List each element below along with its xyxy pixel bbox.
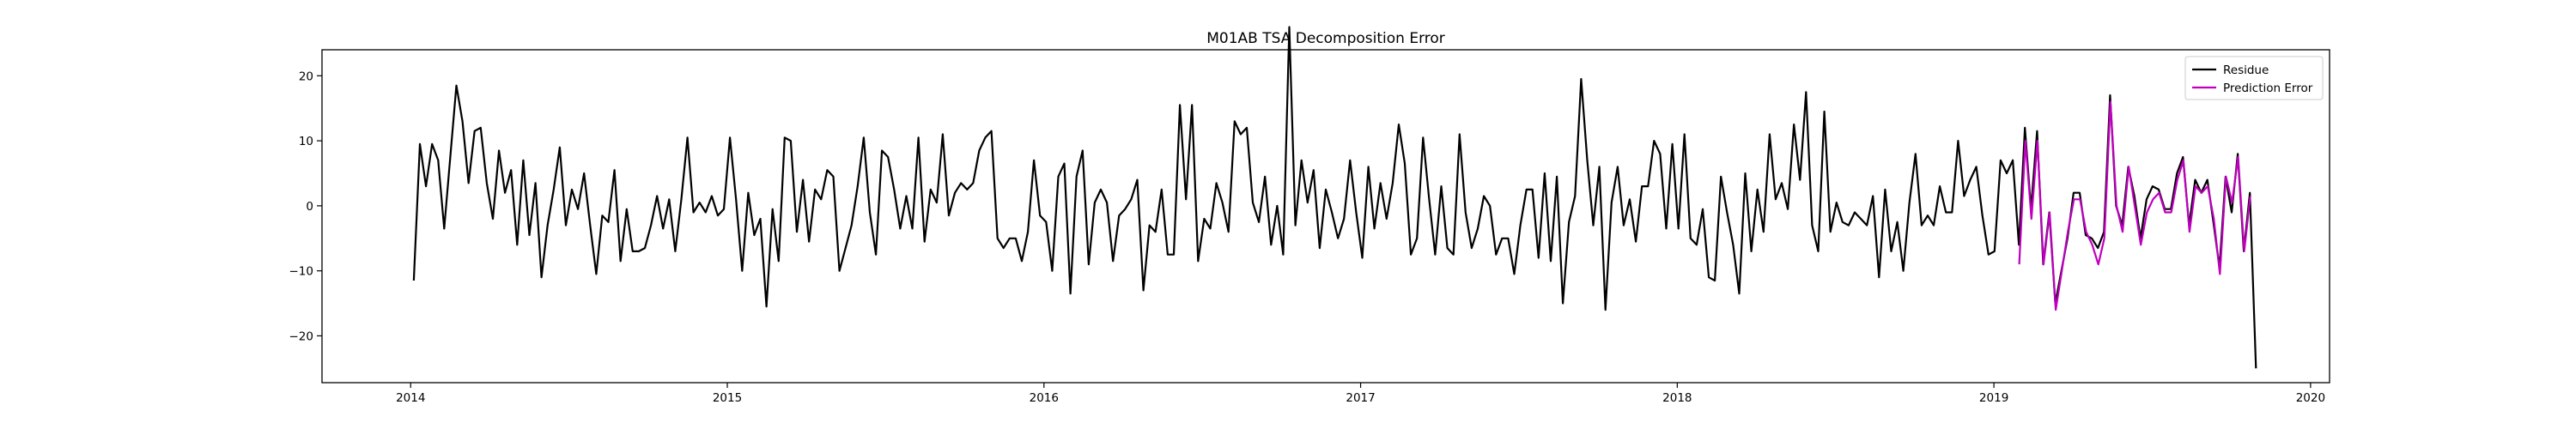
y-tick-label: 20: [299, 69, 313, 83]
y-tick-label: 10: [299, 135, 313, 148]
x-tick-label: 2019: [1979, 391, 2008, 405]
legend: Residue Prediction Error: [2184, 56, 2324, 100]
x-tick-label: 2016: [1030, 391, 1059, 405]
x-tick-label: 2014: [396, 391, 425, 405]
plot-frame: [321, 49, 2330, 384]
y-tick-label: 0: [306, 200, 313, 214]
x-tick-label: 2015: [713, 391, 742, 405]
series-line-prediction-error: [2018, 100, 2251, 311]
x-tick-label: 2020: [2296, 391, 2325, 405]
legend-label-prediction-error: Prediction Error: [2223, 82, 2313, 95]
series-line-residue: [412, 26, 2257, 369]
x-tick-label: 2017: [1346, 391, 1375, 405]
y-tick-label: −20: [289, 329, 314, 343]
y-tick-label: −10: [289, 265, 314, 279]
legend-box: [2184, 56, 2324, 100]
chart-title: M01AB TSA Decomposition Error: [1206, 30, 1445, 47]
x-tick-label: 2018: [1662, 391, 1692, 405]
x-axis: 2014 2015 2016 2017 2018 2019 2020: [396, 383, 2325, 405]
series-layer: [412, 26, 2257, 369]
y-axis: −20 −10 0 10 20: [289, 69, 322, 343]
legend-label-residue: Residue: [2223, 63, 2269, 77]
